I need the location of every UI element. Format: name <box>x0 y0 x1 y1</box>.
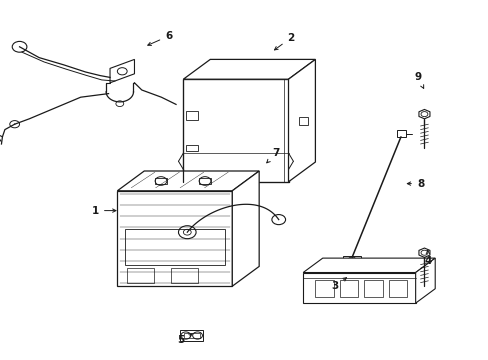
Polygon shape <box>415 258 434 303</box>
Bar <box>183 79 288 182</box>
Polygon shape <box>303 273 415 303</box>
Text: 7: 7 <box>266 148 280 163</box>
Bar <box>171 268 198 283</box>
Text: 1: 1 <box>92 206 116 216</box>
Bar <box>124 229 224 265</box>
Text: 9: 9 <box>414 72 423 88</box>
Bar <box>315 280 333 297</box>
Bar <box>298 117 307 125</box>
Bar <box>185 144 198 151</box>
Bar <box>199 178 210 184</box>
Text: 5: 5 <box>177 334 192 345</box>
Bar <box>364 280 382 297</box>
Text: 8: 8 <box>407 179 423 189</box>
Bar <box>339 280 358 297</box>
Polygon shape <box>117 191 232 286</box>
Polygon shape <box>110 59 134 83</box>
Polygon shape <box>183 59 315 79</box>
Polygon shape <box>303 258 434 273</box>
Bar <box>180 330 203 341</box>
Polygon shape <box>232 171 259 286</box>
Text: 4: 4 <box>423 250 431 266</box>
Polygon shape <box>288 59 315 182</box>
Bar <box>185 111 198 120</box>
Polygon shape <box>117 171 259 191</box>
Bar <box>155 178 166 184</box>
Bar <box>343 256 360 264</box>
Bar <box>388 280 407 297</box>
Text: 2: 2 <box>274 33 294 50</box>
Polygon shape <box>183 79 288 182</box>
Text: 6: 6 <box>147 31 172 45</box>
Bar <box>183 333 199 338</box>
Bar <box>127 268 154 283</box>
Text: 3: 3 <box>331 278 346 291</box>
Bar <box>396 130 405 137</box>
